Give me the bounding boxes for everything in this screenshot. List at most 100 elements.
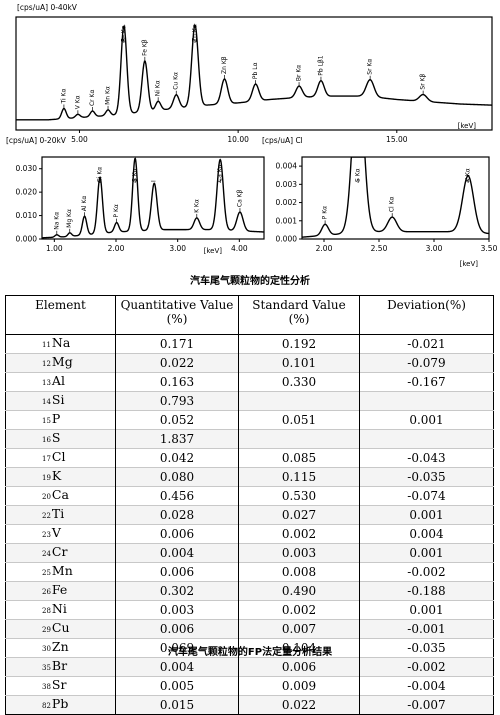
peak-label: Pb Lβ1 bbox=[317, 55, 324, 76]
standard-value: 0.530 bbox=[238, 486, 360, 506]
spectra-caption: 汽车尾气颗粒物的定性分析 bbox=[190, 276, 310, 287]
table-row: 35Br 0.004 0.006 -0.002 bbox=[5, 657, 494, 677]
quantitative-value: 0.302 bbox=[115, 581, 239, 601]
spectra-figure: [cps/uA] 0-40kV [keV] 5.00 10.00 15.00 Ti Kα V… bbox=[6, 3, 498, 268]
deviation-value: -0.021 bbox=[359, 334, 494, 354]
peak-label: Fe Kβ bbox=[141, 39, 148, 56]
unit-label: [cps/uA] 0-20kV bbox=[6, 136, 67, 145]
atomic-number: 38 bbox=[42, 683, 51, 691]
standard-value: 0.115 bbox=[238, 467, 360, 487]
atomic-number: 11 bbox=[42, 341, 51, 349]
atomic-number: 22 bbox=[42, 512, 51, 520]
quantitative-value: 0.022 bbox=[115, 353, 239, 373]
y-tick-label: 0.000 bbox=[276, 235, 298, 244]
deviation-value: -0.007 bbox=[359, 695, 494, 715]
peak-label: V Kα bbox=[74, 95, 81, 109]
standard-value: 0.009 bbox=[238, 676, 360, 696]
element-cell: 20Ca bbox=[5, 486, 116, 506]
y-tick-label: 0.010 bbox=[16, 211, 38, 220]
table-row: 29Cu 0.006 0.007 -0.001 bbox=[5, 619, 494, 639]
element-cell: 22Ti bbox=[5, 505, 116, 525]
x-tick-label: 15.00 bbox=[386, 135, 408, 144]
deviation-value: -0.074 bbox=[359, 486, 494, 506]
element-cell: 11Na bbox=[5, 334, 116, 354]
peak-label: P Kα bbox=[322, 206, 329, 219]
quantitative-value: 0.456 bbox=[115, 486, 239, 506]
standard-value bbox=[238, 391, 360, 411]
element-cell: 29Cu bbox=[5, 619, 116, 639]
header-standard: Standard Value (%) bbox=[238, 295, 360, 335]
peak-label: Sr Kβ bbox=[420, 73, 427, 89]
x-axis-label: [keV] bbox=[458, 122, 477, 130]
element-symbol: Cr bbox=[51, 544, 68, 559]
y-tick-label: 0.001 bbox=[276, 216, 298, 225]
atomic-number: 15 bbox=[42, 417, 51, 425]
peak-label: S Kα bbox=[355, 168, 362, 182]
element-symbol: Br bbox=[51, 658, 68, 673]
element-symbol: Zn bbox=[51, 639, 69, 654]
element-symbol: Pb bbox=[51, 696, 69, 711]
peak-label: Sr Kα bbox=[367, 59, 374, 75]
table-row: 20Ca 0.456 0.530 -0.074 bbox=[5, 486, 494, 506]
element-symbol: Na bbox=[51, 335, 71, 350]
element-symbol: Cu bbox=[51, 620, 70, 635]
peak-label: Pb Lα bbox=[252, 62, 259, 79]
peak-label: K Kα bbox=[465, 168, 472, 182]
atomic-number: 26 bbox=[42, 588, 51, 596]
standard-value: 0.051 bbox=[238, 410, 360, 430]
spectrum-panel-1: [cps/uA] 0-40kV [keV] 5.00 10.00 15.00 Ti Kα V… bbox=[15, 3, 493, 144]
peak-label: Zn Kβ bbox=[221, 56, 228, 74]
deviation-value: -0.043 bbox=[359, 448, 494, 468]
peak-label: Si Kα bbox=[96, 167, 103, 182]
quantitative-value: 0.006 bbox=[115, 619, 239, 639]
element-symbol: Ni bbox=[51, 601, 67, 616]
atomic-number: 29 bbox=[42, 626, 51, 634]
element-cell: 13Al bbox=[5, 372, 116, 392]
atomic-number: 30 bbox=[42, 645, 51, 653]
spectrum-line bbox=[302, 157, 489, 238]
table-row: 28Ni 0.003 0.002 0.001 bbox=[5, 600, 494, 620]
deviation-value: -0.035 bbox=[359, 638, 494, 658]
element-symbol: Al bbox=[51, 373, 65, 388]
atomic-number: 23 bbox=[42, 531, 51, 539]
element-symbol: Mn bbox=[51, 563, 73, 578]
quantitative-value: 0.006 bbox=[115, 524, 239, 544]
element-cell: 19K bbox=[5, 467, 116, 487]
table-row: 19K 0.080 0.115 -0.035 bbox=[5, 467, 494, 487]
standard-value: 0.330 bbox=[238, 372, 360, 392]
spectrum-panel-2: [cps/uA] 0-20kV [keV] 1.00 2.00 3.00 4.00 0.00… bbox=[6, 136, 265, 255]
element-symbol: V bbox=[51, 525, 61, 540]
element-cell: 82Pb bbox=[5, 695, 116, 715]
table-row: 22Ti 0.028 0.027 0.001 bbox=[5, 505, 494, 525]
peak-label: Na Kα bbox=[53, 212, 60, 230]
quantitative-value: 0.028 bbox=[115, 505, 239, 525]
y-tick-label: 0.020 bbox=[16, 188, 38, 197]
table-caption: 汽车尾气颗粒物的FP法定量分析结果 bbox=[167, 647, 333, 658]
element-cell: 17Cl bbox=[5, 448, 116, 468]
peak-label: Ca Kα bbox=[217, 164, 224, 182]
element-symbol: Sr bbox=[51, 677, 67, 692]
peak-label: Ca Kβ bbox=[236, 189, 243, 207]
standard-value: 0.007 bbox=[238, 619, 360, 639]
atomic-number: 19 bbox=[42, 474, 51, 482]
quantitative-value: 0.004 bbox=[115, 657, 239, 677]
y-tick-label: 0.003 bbox=[276, 180, 298, 189]
deviation-value: -0.001 bbox=[359, 619, 494, 639]
table-row: 17Cl 0.042 0.085 -0.043 bbox=[5, 448, 494, 468]
x-tick-label: 3.00 bbox=[169, 244, 186, 253]
deviation-value: -0.035 bbox=[359, 467, 494, 487]
spectrum-panel-3: [cps/uA] Cl [keV] 2.00 2.50 3.00 3.50 0.000 0.0… bbox=[262, 136, 498, 268]
element-symbol: Ca bbox=[51, 487, 69, 502]
deviation-value: 0.001 bbox=[359, 600, 494, 620]
unit-label: [cps/uA] 0-40kV bbox=[17, 3, 78, 12]
quantitative-value: 0.042 bbox=[115, 448, 239, 468]
table-row: 12Mg 0.022 0.101 -0.079 bbox=[5, 353, 494, 373]
table-row: 14Si 0.793 bbox=[5, 391, 494, 411]
table-row: 82Pb 0.015 0.022 -0.007 bbox=[5, 695, 494, 715]
peak-label: P Kα bbox=[113, 204, 120, 217]
peak-label: Ni Kα bbox=[155, 80, 162, 96]
deviation-value: -0.188 bbox=[359, 581, 494, 601]
standard-value: 0.104 bbox=[238, 638, 360, 658]
element-cell: 23V bbox=[5, 524, 116, 544]
table-row: 38Sr 0.005 0.009 -0.004 bbox=[5, 676, 494, 696]
